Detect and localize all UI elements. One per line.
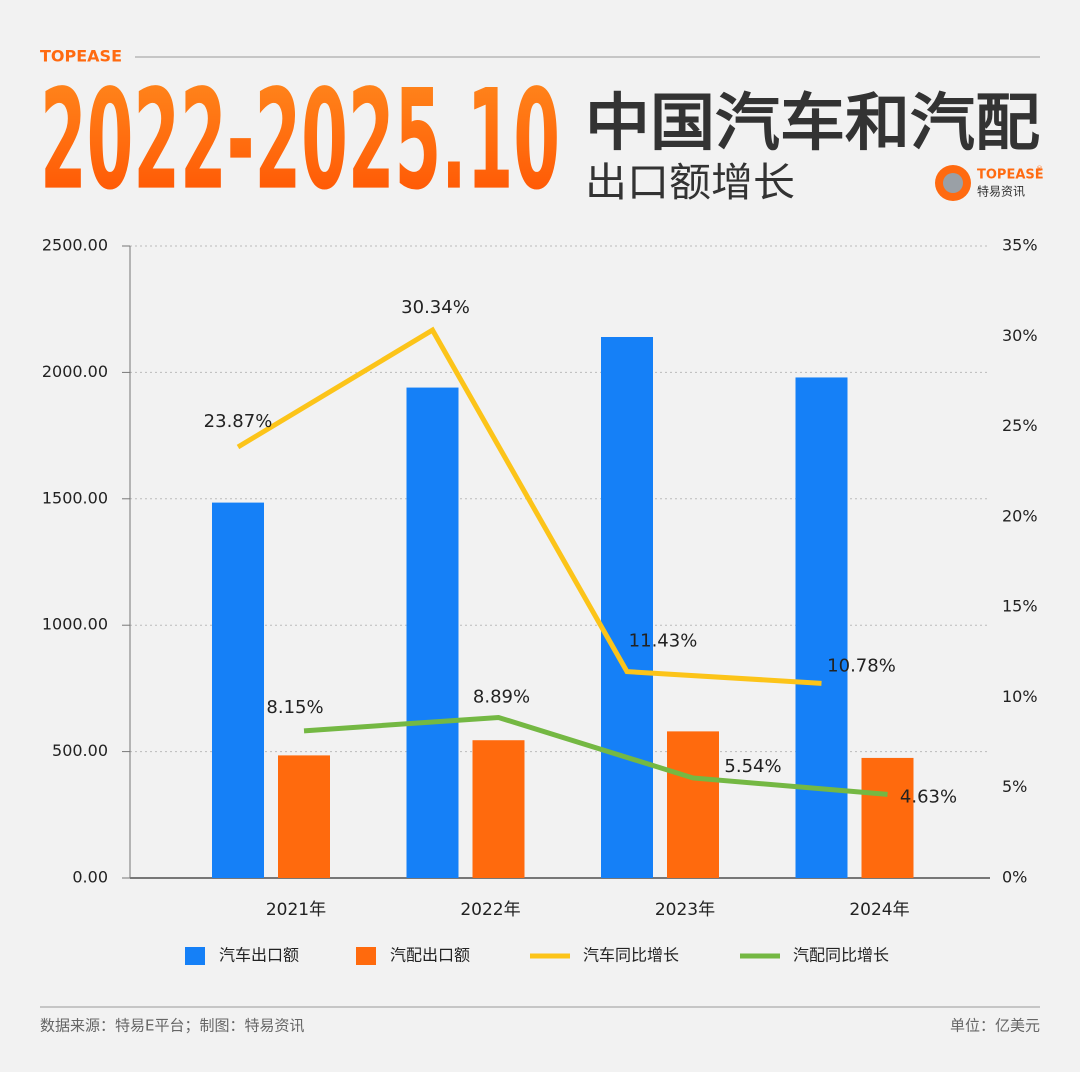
logo: TOPEASE ® 特易资讯 xyxy=(935,165,1044,201)
title-main: 中国汽车和汽配 xyxy=(585,86,1040,159)
legend-swatch xyxy=(185,947,205,965)
title-sub: 出口额增长 xyxy=(585,160,795,206)
value-label: 10.78% xyxy=(827,655,896,676)
footer-unit: 单位：亿美元 xyxy=(950,1017,1040,1035)
footer-source: 数据来源：特易E平台；制图：特易资讯 xyxy=(40,1017,304,1035)
value-label: 11.43% xyxy=(629,631,698,652)
value-label: 30.34% xyxy=(401,297,470,318)
bar xyxy=(601,337,653,878)
x-tick-label: 2021年 xyxy=(266,900,326,920)
line xyxy=(236,326,822,686)
legend-swatch xyxy=(356,947,376,965)
line xyxy=(303,714,888,797)
y-tick-label: 1000.00 xyxy=(42,615,108,634)
y-tick-label: 0.00 xyxy=(72,868,108,887)
y2-tick-label: 10% xyxy=(1002,687,1038,706)
x-tick-label: 2022年 xyxy=(460,900,520,920)
legend-label: 汽配同比增长 xyxy=(793,946,889,965)
bar xyxy=(861,757,914,878)
logo-icon-inner xyxy=(943,173,963,193)
legend-label: 汽车同比增长 xyxy=(583,946,679,965)
title-number: 2022-2025.10 xyxy=(40,60,560,221)
logo-name: TOPEASE xyxy=(977,168,1044,183)
legend-label: 汽车出口额 xyxy=(219,946,299,965)
y2-tick-label: 30% xyxy=(1002,326,1038,345)
y-tick-label: 2500.00 xyxy=(42,236,108,255)
value-label: 4.63% xyxy=(900,786,957,807)
logo-cn: 特易资讯 xyxy=(977,184,1025,199)
y2-tick-label: 35% xyxy=(1002,236,1038,255)
bar xyxy=(406,387,459,878)
bar xyxy=(795,377,848,878)
value-label: 8.15% xyxy=(266,697,323,718)
logo-mark: ® xyxy=(1036,165,1043,173)
y-tick-label: 1500.00 xyxy=(42,488,108,507)
y2-tick-label: 25% xyxy=(1002,416,1038,435)
x-tick-label: 2024年 xyxy=(849,900,909,920)
bar xyxy=(278,755,330,878)
value-label: 8.89% xyxy=(473,686,530,707)
value-label: 23.87% xyxy=(204,411,273,432)
y2-tick-label: 15% xyxy=(1002,597,1038,616)
y-tick-label: 2000.00 xyxy=(42,362,108,381)
y2-tick-label: 0% xyxy=(1002,868,1027,887)
y2-tick-label: 5% xyxy=(1002,777,1027,796)
bar xyxy=(667,731,719,878)
value-label: 5.54% xyxy=(724,756,781,777)
legend-label: 汽配出口额 xyxy=(390,946,470,965)
bar xyxy=(212,502,264,878)
x-tick-label: 2023年 xyxy=(655,900,715,920)
bar xyxy=(472,740,525,878)
y2-tick-label: 20% xyxy=(1002,506,1038,525)
brand: TOPEASE xyxy=(40,47,122,66)
y-tick-label: 500.00 xyxy=(52,741,108,760)
